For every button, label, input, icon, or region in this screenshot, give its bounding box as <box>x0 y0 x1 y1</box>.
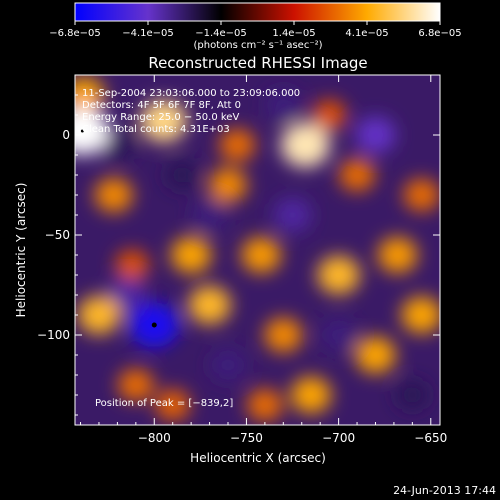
colorbar-tick-label: −6.8e−05 <box>49 28 101 39</box>
annotation-line: Energy Range: 25.0 − 50.0 keV <box>82 112 239 123</box>
heatmap-blob <box>219 128 256 162</box>
y-axis-label: Heliocentric Y (arcsec) <box>14 183 28 318</box>
heatmap-blob <box>339 158 375 192</box>
heatmap-blob <box>118 368 154 402</box>
heatmap-blob <box>210 348 246 382</box>
x-tick-label: −750 <box>230 431 263 445</box>
heatmap-blob <box>77 295 121 335</box>
minimum-marker <box>151 322 157 328</box>
heatmap-blob <box>171 236 212 274</box>
heatmap-blob <box>355 116 396 154</box>
colorbar-tick-label: 4.1e−05 <box>345 28 388 39</box>
y-tick-label: −50 <box>45 228 70 242</box>
heatmap <box>75 76 440 422</box>
colorbar-tick-label: 1.4e−05 <box>272 28 315 39</box>
heatmap-blob <box>401 296 440 334</box>
heatmap-blob <box>191 198 228 232</box>
peak-marker <box>80 129 84 133</box>
peak-position-label: Position of Peak = [−839,2] <box>95 398 233 409</box>
heatmap-blob <box>395 379 430 411</box>
heatmap-blob <box>247 388 283 422</box>
colorbar-tick-label: −4.1e−05 <box>122 28 174 39</box>
x-tick-label: −800 <box>138 431 171 445</box>
heatmap-blob <box>140 99 187 143</box>
heatmap-blob <box>241 237 281 273</box>
y-tick-label: 0 <box>62 128 70 142</box>
heatmap-blob <box>94 177 133 213</box>
heatmap-blob <box>165 159 199 191</box>
annotation-block: 11-Sep-2004 23:03:06.000 to 23:09:06.000… <box>82 88 300 135</box>
heatmap-blob <box>155 389 191 421</box>
heatmap-blob <box>75 107 109 155</box>
colorbar-unit-label: (photons cm⁻² s⁻¹ asec⁻²) <box>193 40 322 51</box>
footer-timestamp: 24-Jun-2013 17:44 <box>393 484 496 497</box>
annotation-line: Clean Total counts: 4.31E+03 <box>82 124 230 135</box>
heatmap-blob <box>403 178 440 212</box>
heatmap-blob <box>355 336 396 374</box>
heatmap-blob <box>100 129 135 161</box>
plot-frame <box>74 74 441 426</box>
annotation-line: 11-Sep-2004 23:03:06.000 to 23:09:06.000 <box>82 88 300 99</box>
heatmap-blob <box>320 318 357 352</box>
heatmap-blob <box>290 376 332 414</box>
heatmap-blob <box>377 237 418 273</box>
heatmap-blob <box>188 285 231 325</box>
colorbar-tick-label: −1.4e−05 <box>195 28 247 39</box>
heatmap-blob <box>209 167 247 203</box>
heatmap-blob <box>107 277 146 313</box>
annotation-line: Detectors: 4F 5F 6F 7F 8F, Att 0 <box>82 100 241 111</box>
heatmap-blob <box>115 249 149 281</box>
heatmap-blob <box>312 99 347 131</box>
chart-title: Reconstructed RHESSI Image <box>148 54 367 72</box>
y-axis-ticks: 0 −50 −100 <box>37 74 440 416</box>
heatmap-blob <box>75 76 105 114</box>
x-axis-ticks: −800 −750 −700 −650 <box>80 75 447 445</box>
x-tick-label: −700 <box>322 431 355 445</box>
heatmap-blob <box>264 317 303 353</box>
peak-markers <box>80 129 157 328</box>
heatmap-blob <box>265 88 302 122</box>
colorbar-ticks: −6.8e−05 −4.1e−05 −1.4e−05 1.4e−05 4.1e−05 6.… <box>49 21 462 39</box>
heatmap-blob <box>280 122 331 168</box>
colorbar-tick-label: 6.8e−05 <box>418 28 461 39</box>
colorbar <box>74 2 441 22</box>
heatmap-blob <box>317 255 360 295</box>
x-tick-label: −650 <box>414 431 447 445</box>
heatmap-blob <box>273 197 312 233</box>
y-tick-label: −100 <box>37 328 70 342</box>
x-axis-label: Heliocentric X (arcsec) <box>190 451 326 465</box>
